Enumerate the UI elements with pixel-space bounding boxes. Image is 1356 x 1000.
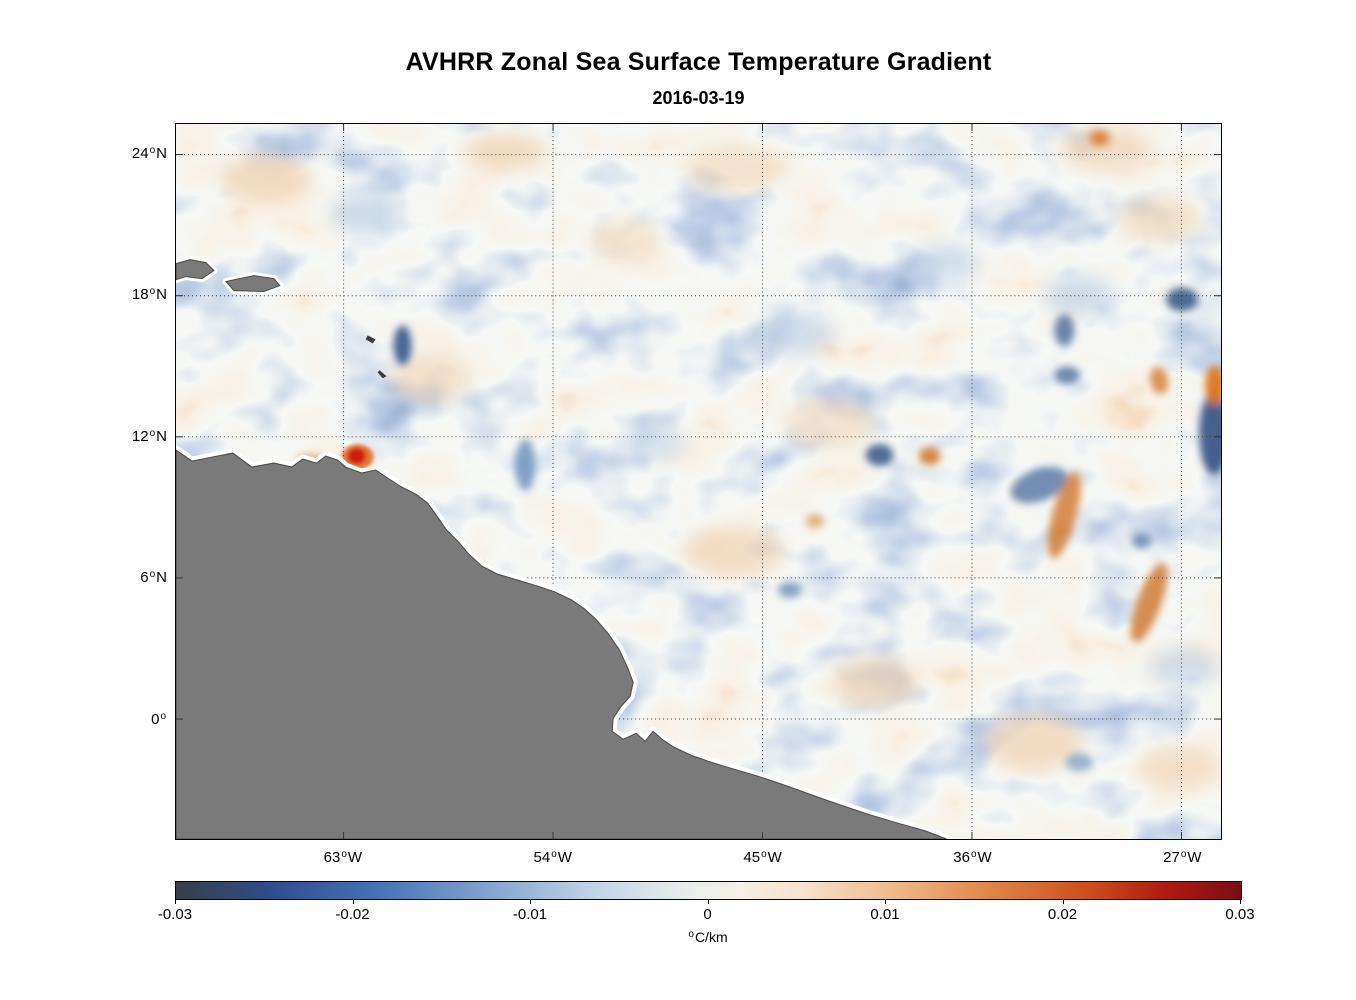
colorbar — [175, 881, 1242, 900]
colorbar-tick — [707, 900, 709, 904]
map-canvas — [176, 124, 1221, 839]
colorbar-tick-label: -0.01 — [512, 906, 548, 923]
colorbar-tick — [175, 900, 176, 904]
degree-symbol: o — [688, 929, 694, 940]
x-tick-label: 63oW — [323, 849, 363, 866]
x-tick-label: 45oW — [743, 849, 782, 866]
colorbar-tick — [530, 900, 531, 904]
colorbar-tick — [1240, 900, 1241, 904]
y-tick-label: 12oN — [131, 427, 167, 445]
y-tick-label: 6oN — [140, 569, 167, 587]
colorbar-tick-label: 0.02 — [1047, 906, 1078, 923]
y-tick-label: 24oN — [131, 144, 167, 162]
axis-ticks — [176, 124, 1221, 839]
map-plot-area — [175, 123, 1222, 840]
island-2 — [224, 275, 281, 293]
south-america-land — [176, 449, 947, 839]
x-tick-label: 36oW — [953, 849, 992, 866]
colorbar-tick-label: 0 — [703, 906, 712, 923]
feature-blobs-soft — [220, 128, 1220, 790]
gridlines — [176, 124, 1221, 839]
colorbar-tick — [885, 900, 886, 904]
islet-1 — [365, 335, 376, 344]
colorbar-tick — [1062, 900, 1064, 904]
island-west — [176, 259, 215, 281]
colorbar-tick — [352, 900, 354, 904]
strong-positive-anomaly — [341, 444, 374, 471]
x-tick-label: 27oW — [1163, 849, 1202, 866]
unit-text: C/km — [694, 929, 728, 945]
colorbar-tick-label: 0.01 — [870, 906, 900, 923]
colorbar-unit-label: oC/km — [658, 929, 758, 945]
islet-2 — [377, 370, 387, 379]
x-tick-label: 54oW — [533, 849, 572, 866]
chart-subtitle: 2016-03-19 — [652, 88, 745, 108]
land-mass — [176, 256, 952, 839]
y-tick-label: 18oN — [131, 286, 167, 304]
chart-title: AVHRR Zonal Sea Surface Temperature Grad… — [405, 48, 992, 76]
colorbar-gradient — [176, 882, 1241, 899]
feature-blobs-strong — [296, 129, 1221, 772]
colorbar-tick-label: -0.03 — [157, 906, 193, 923]
colorbar-tick-label: -0.02 — [335, 906, 370, 923]
y-tick-label: 0o — [151, 710, 166, 728]
colorbar-tick-label: 0.03 — [1225, 906, 1255, 923]
